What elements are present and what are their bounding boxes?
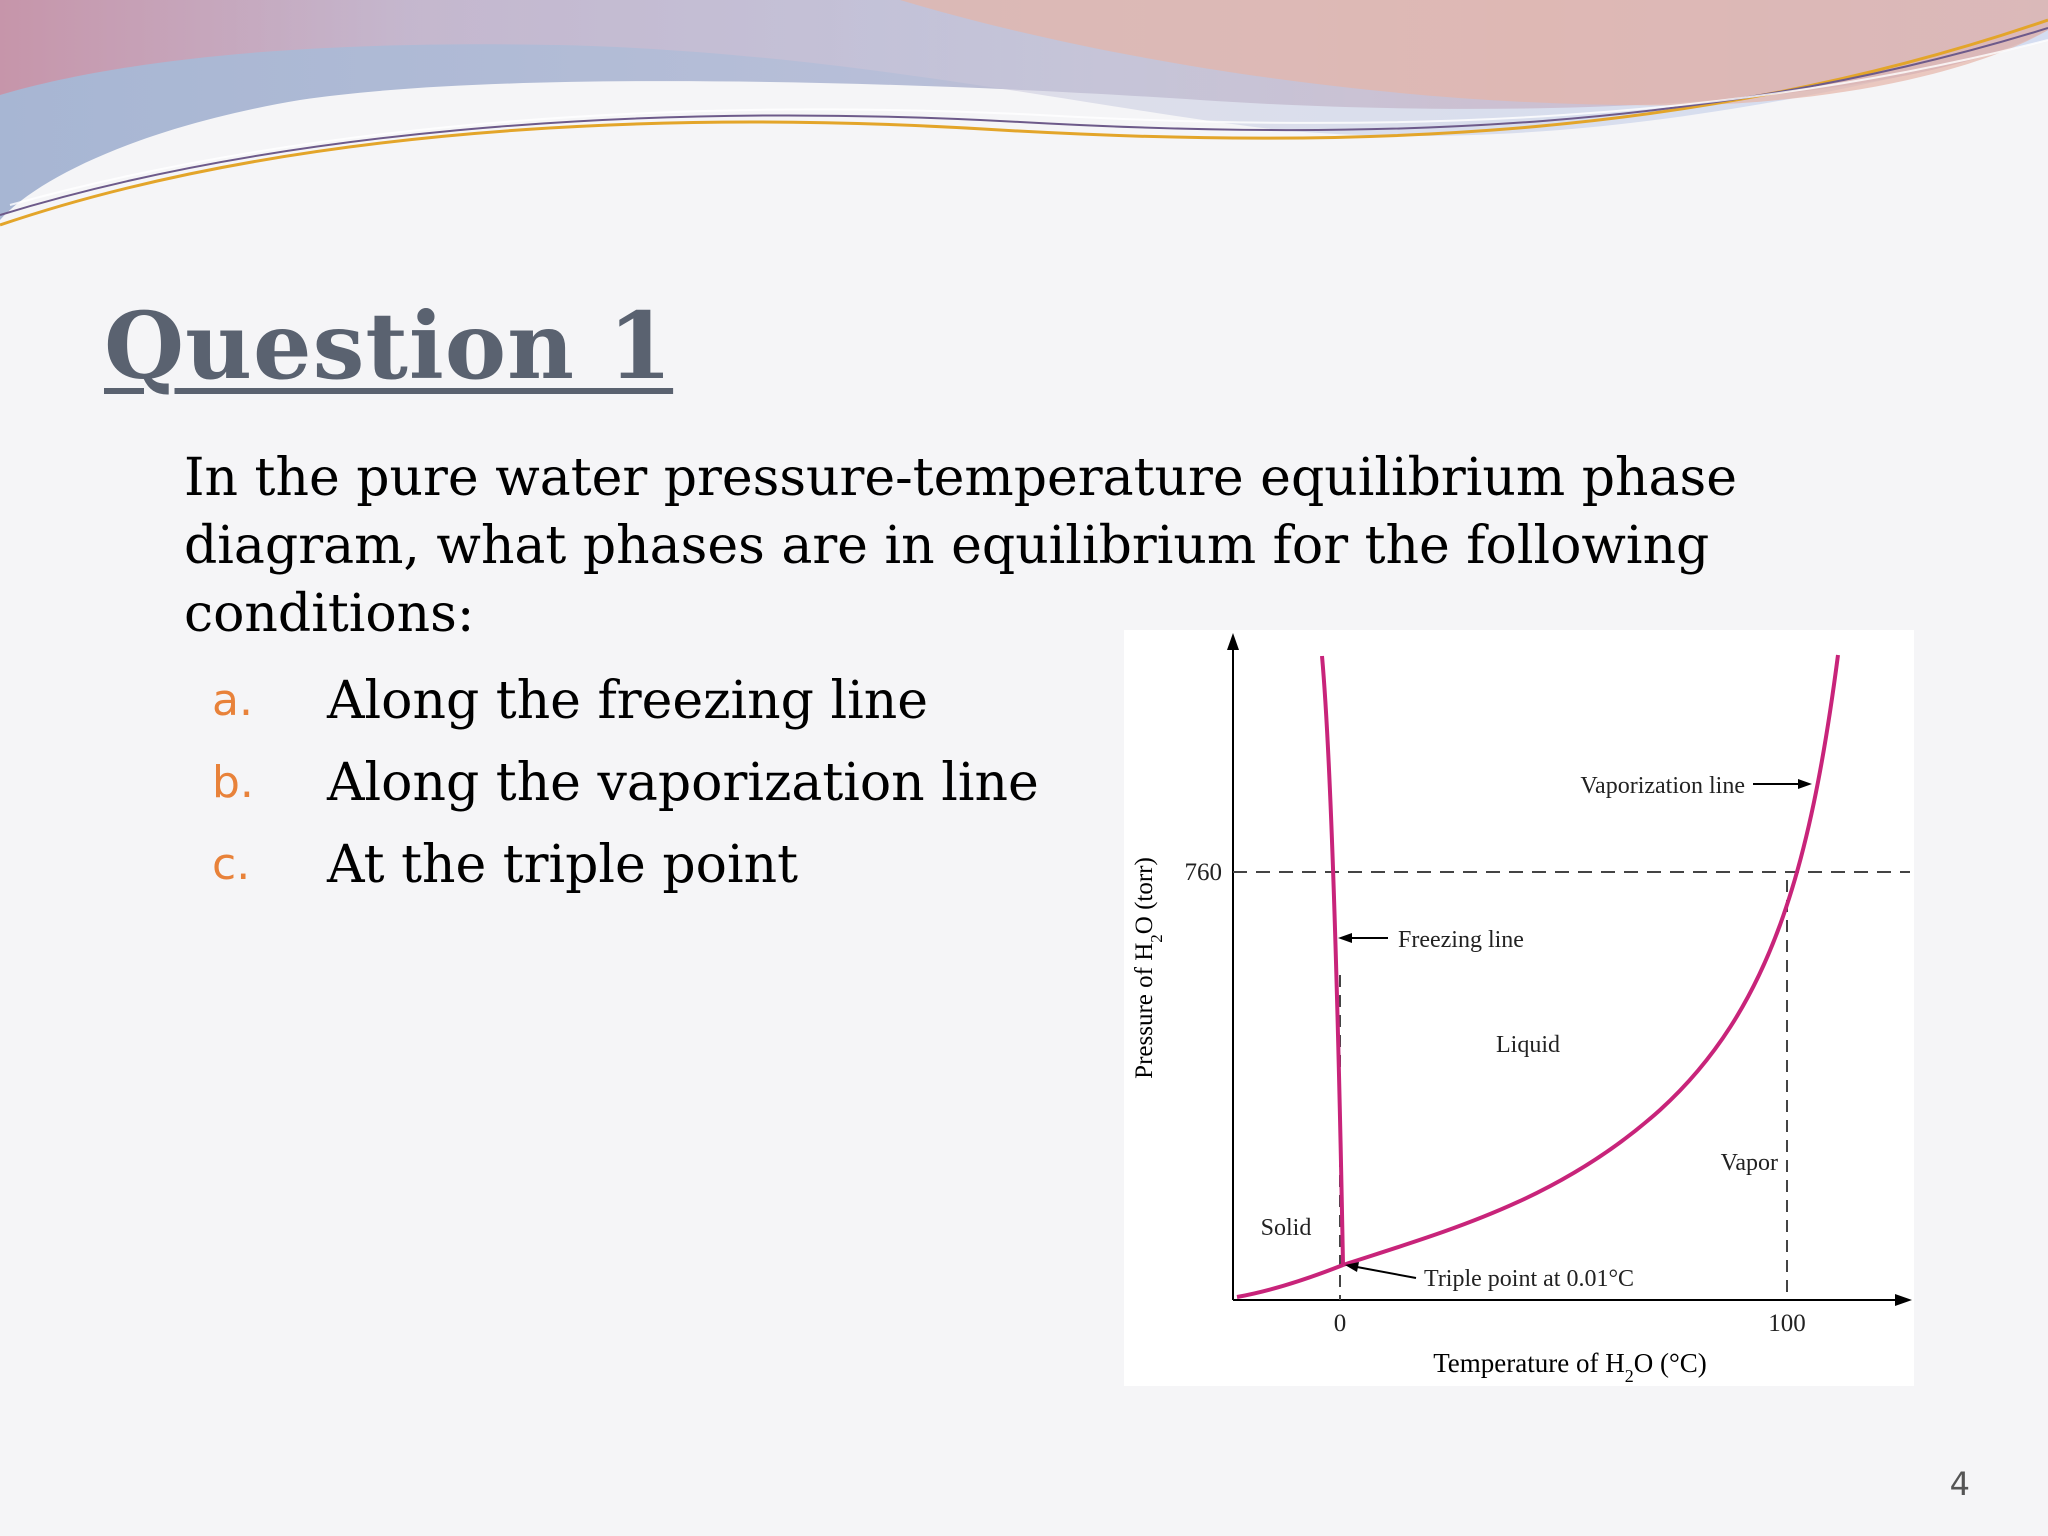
vapor-region-label: Vapor (1721, 1150, 1778, 1176)
sublimation-curve (1236, 1263, 1344, 1299)
diagram-background (1124, 630, 1914, 1386)
vaporization-pointer-arrow-icon (1798, 779, 1812, 789)
vaporization-curve (1342, 654, 1840, 1267)
triple-point-pointer-line (1356, 1266, 1417, 1279)
x-tick-label-100: 100 (1768, 1310, 1806, 1337)
y-tick-label-760: 760 (1185, 859, 1223, 886)
triple-point-pointer-arrow-icon (1345, 1262, 1359, 1272)
header-wave-banner (0, 0, 2048, 227)
question-text: In the pure water pressure-temperature e… (184, 448, 1737, 644)
answer-options-list: a. Along the freezing line b. Along the … (212, 665, 1112, 911)
option-marker-a: a. (212, 675, 253, 726)
triple-point-label: Triple point at 0.01°C (1424, 1266, 1634, 1292)
option-item-c: c. At the triple point (212, 829, 1112, 911)
x-axis-arrow-icon (1895, 1294, 1912, 1306)
y-axis-arrow-icon (1227, 633, 1239, 650)
vaporization-line-label: Vaporization line (1580, 773, 1745, 799)
x-tick-label-0: 0 (1334, 1310, 1347, 1337)
phase-diagram: Pressure of H2O (torr) 760 0 100 Tempera… (1124, 630, 1914, 1386)
liquid-region-label: Liquid (1496, 1032, 1560, 1058)
page-number: 4 (1949, 1465, 1970, 1503)
freezing-curve (1320, 655, 1345, 1266)
y-axis-label: Pressure of H2O (torr) (1131, 857, 1166, 1079)
option-text-a: Along the freezing line (327, 671, 928, 731)
x-axis-label: Temperature of H2O (°C) (1433, 1348, 1707, 1386)
option-item-a: a. Along the freezing line (212, 665, 1112, 747)
solid-region-label: Solid (1261, 1215, 1312, 1241)
slide-title: Question 1 (104, 292, 674, 400)
freezing-line-label: Freezing line (1398, 927, 1524, 953)
option-item-b: b. Along the vaporization line (212, 747, 1112, 829)
option-marker-c: c. (212, 839, 251, 890)
option-text-b: Along the vaporization line (327, 753, 1039, 813)
freezing-pointer-arrow-icon (1338, 933, 1352, 943)
option-marker-b: b. (212, 757, 254, 808)
option-text-c: At the triple point (327, 835, 798, 895)
